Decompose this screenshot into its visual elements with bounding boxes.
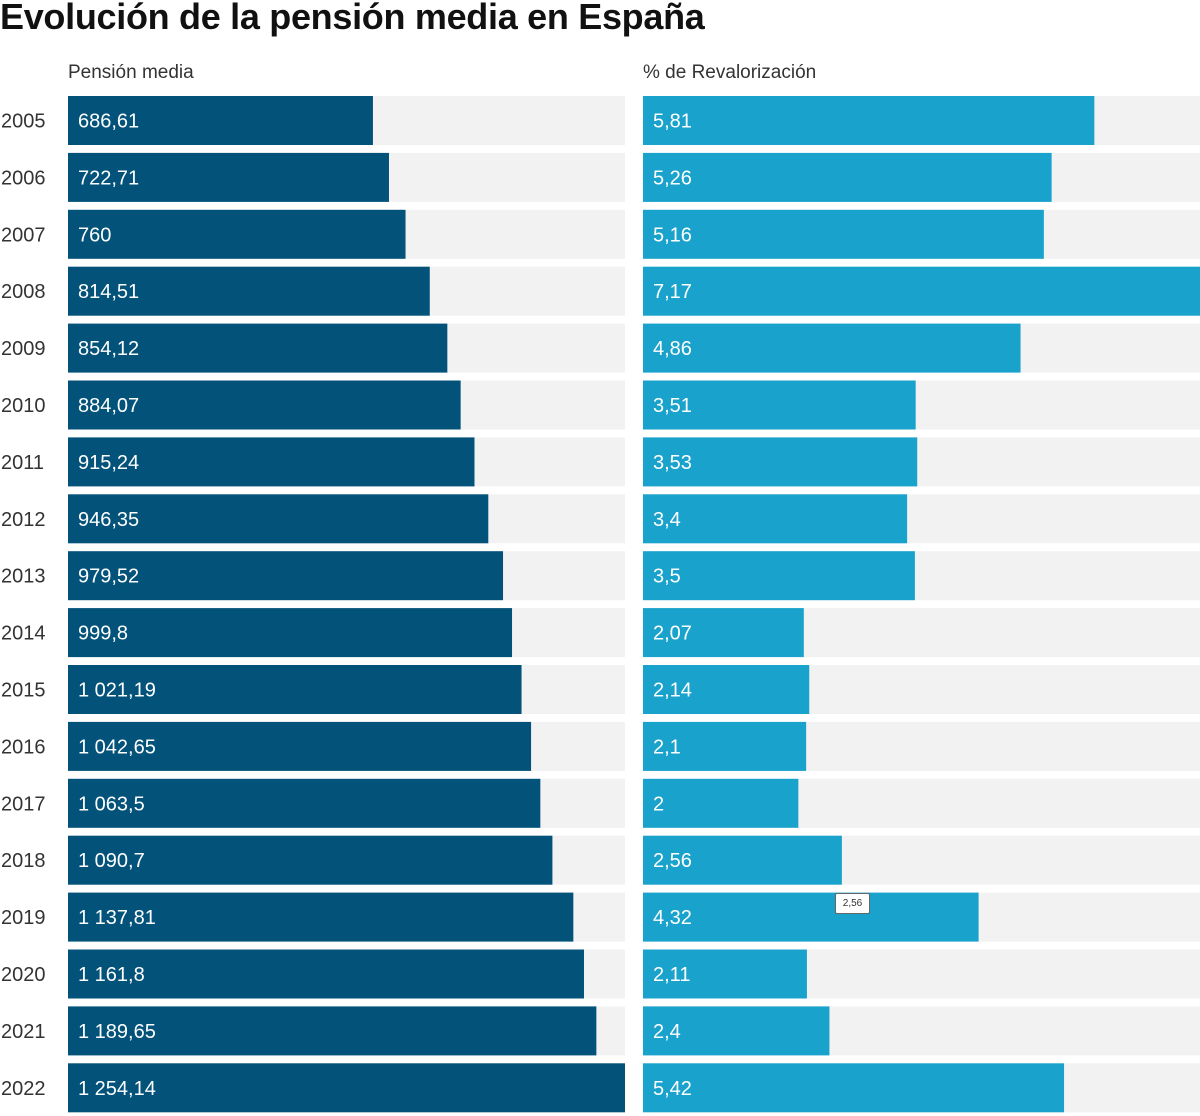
data-label: 5,81 [653, 111, 692, 133]
data-label: 1 137,81 [78, 907, 156, 929]
data-label: 1 189,65 [78, 1021, 156, 1043]
data-label: 4,32 [653, 907, 692, 929]
data-label: 2,1 [653, 736, 681, 758]
data-label: 1 161,8 [78, 964, 145, 986]
category-label: 2014 [1, 623, 46, 645]
category-label: 2016 [1, 736, 46, 758]
data-label: 915,24 [78, 452, 139, 474]
bar[interactable] [68, 323, 448, 373]
data-label: 3,4 [653, 509, 681, 531]
data-label: 854,12 [78, 338, 139, 360]
column-label-revalorizacion: % de Revalorización [643, 62, 817, 83]
data-label: 1 063,5 [78, 793, 145, 815]
bar[interactable] [643, 437, 918, 487]
data-label: 760 [78, 224, 111, 246]
data-label: 722,71 [78, 167, 139, 189]
category-label: 2011 [1, 452, 44, 474]
data-label: 4,86 [653, 338, 692, 360]
data-label: 946,35 [78, 509, 139, 531]
data-label: 2,14 [653, 680, 692, 702]
bar[interactable] [643, 96, 1095, 145]
bar[interactable] [643, 494, 908, 544]
bar[interactable] [68, 494, 489, 544]
column-label-pension-media: Pensión media [68, 62, 194, 83]
data-label: 5,42 [653, 1078, 692, 1100]
data-label: 999,8 [78, 623, 128, 645]
category-label: 2006 [1, 167, 46, 189]
bar[interactable] [68, 209, 406, 259]
data-label: 814,51 [78, 281, 139, 303]
data-label: 2,4 [653, 1021, 681, 1043]
category-label: 2018 [1, 850, 46, 872]
category-label: 2022 [1, 1078, 46, 1100]
bar[interactable] [68, 152, 389, 202]
bar[interactable] [68, 949, 584, 999]
data-label: 2 [653, 793, 664, 815]
bar[interactable] [643, 608, 804, 658]
tooltip: 2,56 [835, 893, 870, 914]
category-label: 2009 [1, 338, 46, 360]
bar[interactable] [68, 1006, 597, 1056]
category-label: 2019 [1, 907, 46, 929]
bar[interactable] [643, 1063, 1065, 1113]
data-label: 3,51 [653, 395, 692, 417]
bar[interactable] [643, 323, 1021, 373]
category-label: 2005 [1, 111, 46, 133]
bar[interactable] [68, 665, 522, 714]
category-label: 2020 [1, 964, 46, 986]
data-label: 2,07 [653, 623, 692, 645]
category-label: 2021 [1, 1021, 46, 1043]
bar[interactable] [643, 665, 810, 714]
bar[interactable] [643, 721, 807, 771]
bar[interactable] [643, 266, 1200, 316]
chart-title: Evolución de la pensión media en España [0, 0, 705, 37]
category-label: 2008 [1, 281, 46, 303]
data-label: 7,17 [653, 281, 692, 303]
bar[interactable] [68, 835, 553, 885]
bar[interactable] [643, 892, 979, 942]
bar[interactable] [68, 437, 475, 487]
bar[interactable] [68, 892, 574, 942]
bar[interactable] [68, 266, 430, 316]
data-label: 2,11 [653, 964, 690, 986]
category-label: 2007 [1, 224, 46, 246]
data-label: 1 090,7 [78, 850, 145, 872]
bar[interactable] [643, 949, 807, 999]
category-label: 2012 [1, 509, 46, 531]
data-label: 3,53 [653, 452, 692, 474]
category-label: 2017 [1, 793, 46, 815]
category-label: 2013 [1, 566, 46, 588]
data-label: 3,5 [653, 566, 681, 588]
data-label: 2,56 [653, 850, 692, 872]
data-label: 884,07 [78, 395, 139, 417]
bar[interactable] [68, 608, 513, 658]
bar[interactable] [68, 380, 461, 430]
data-label: 5,16 [653, 224, 692, 246]
data-label: 1 042,65 [78, 736, 156, 758]
category-label: 2015 [1, 680, 46, 702]
bar[interactable] [643, 835, 842, 885]
bar[interactable] [68, 551, 504, 601]
data-label: 1 254,14 [78, 1078, 156, 1100]
data-label: 5,26 [653, 167, 692, 189]
bar[interactable] [643, 209, 1044, 259]
bar[interactable] [643, 152, 1052, 202]
bar[interactable] [643, 1006, 830, 1056]
data-label: 979,52 [78, 566, 139, 588]
bar[interactable] [68, 778, 541, 828]
bar[interactable] [68, 1063, 625, 1113]
bar[interactable] [68, 721, 532, 771]
data-label: 1 021,19 [78, 680, 156, 702]
bar[interactable] [68, 96, 373, 145]
category-label: 2010 [1, 395, 46, 417]
data-label: 686,61 [78, 111, 139, 133]
bar[interactable] [643, 380, 916, 430]
bar[interactable] [643, 778, 799, 828]
bar[interactable] [643, 551, 915, 601]
